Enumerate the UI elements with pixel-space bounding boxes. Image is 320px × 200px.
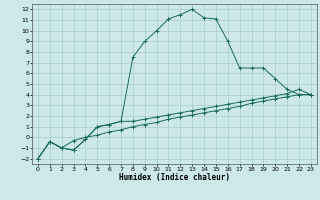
X-axis label: Humidex (Indice chaleur): Humidex (Indice chaleur) [119, 173, 230, 182]
